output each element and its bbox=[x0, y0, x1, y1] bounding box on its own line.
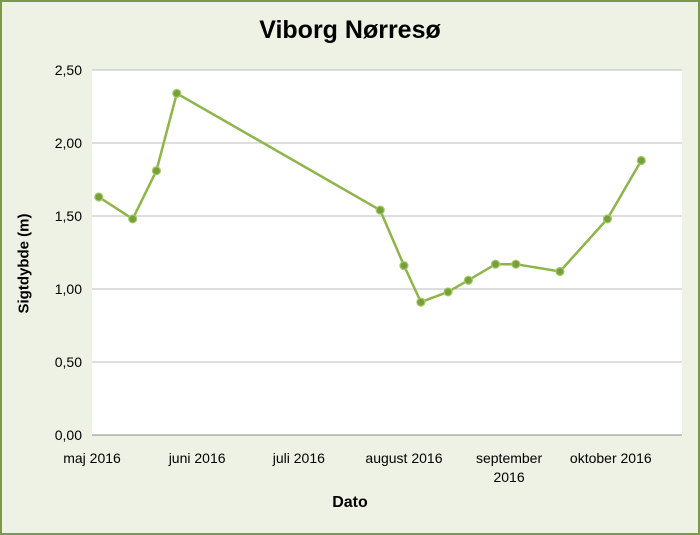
y-tick-label: 0,50 bbox=[55, 354, 82, 370]
x-tick-label: juni 2016 bbox=[168, 450, 226, 466]
x-axis-label: Dato bbox=[332, 494, 368, 511]
chart-title: Viborg Nørresø bbox=[259, 16, 441, 44]
y-tick-label: 2,50 bbox=[55, 62, 82, 78]
data-point bbox=[555, 266, 565, 277]
x-tick-label: juli 2016 bbox=[272, 450, 325, 466]
y-tick-label: 0,00 bbox=[55, 427, 82, 443]
y-tick-label: 2,00 bbox=[55, 135, 82, 151]
x-tick-label: september 2016 bbox=[476, 450, 542, 485]
data-point bbox=[128, 214, 138, 224]
data-point bbox=[172, 88, 182, 98]
y-tick-label: 1,50 bbox=[55, 208, 82, 224]
x-tick-label: august 2016 bbox=[365, 450, 442, 466]
series-line bbox=[98, 92, 643, 304]
data-point bbox=[443, 287, 453, 297]
data-point bbox=[94, 192, 104, 202]
data-point bbox=[463, 275, 473, 285]
data-point bbox=[490, 259, 501, 269]
y-tick-label: 1,00 bbox=[55, 281, 82, 297]
data-point bbox=[399, 261, 409, 271]
data-point bbox=[511, 259, 521, 269]
data-point bbox=[151, 166, 162, 176]
data-point bbox=[636, 155, 646, 166]
x-tick-label: oktober 2016 bbox=[570, 450, 652, 466]
data-point bbox=[602, 214, 613, 224]
x-tick-label: maj 2016 bbox=[63, 450, 121, 466]
data-point bbox=[375, 205, 385, 215]
plot-background bbox=[92, 70, 682, 435]
data-point bbox=[416, 297, 426, 307]
